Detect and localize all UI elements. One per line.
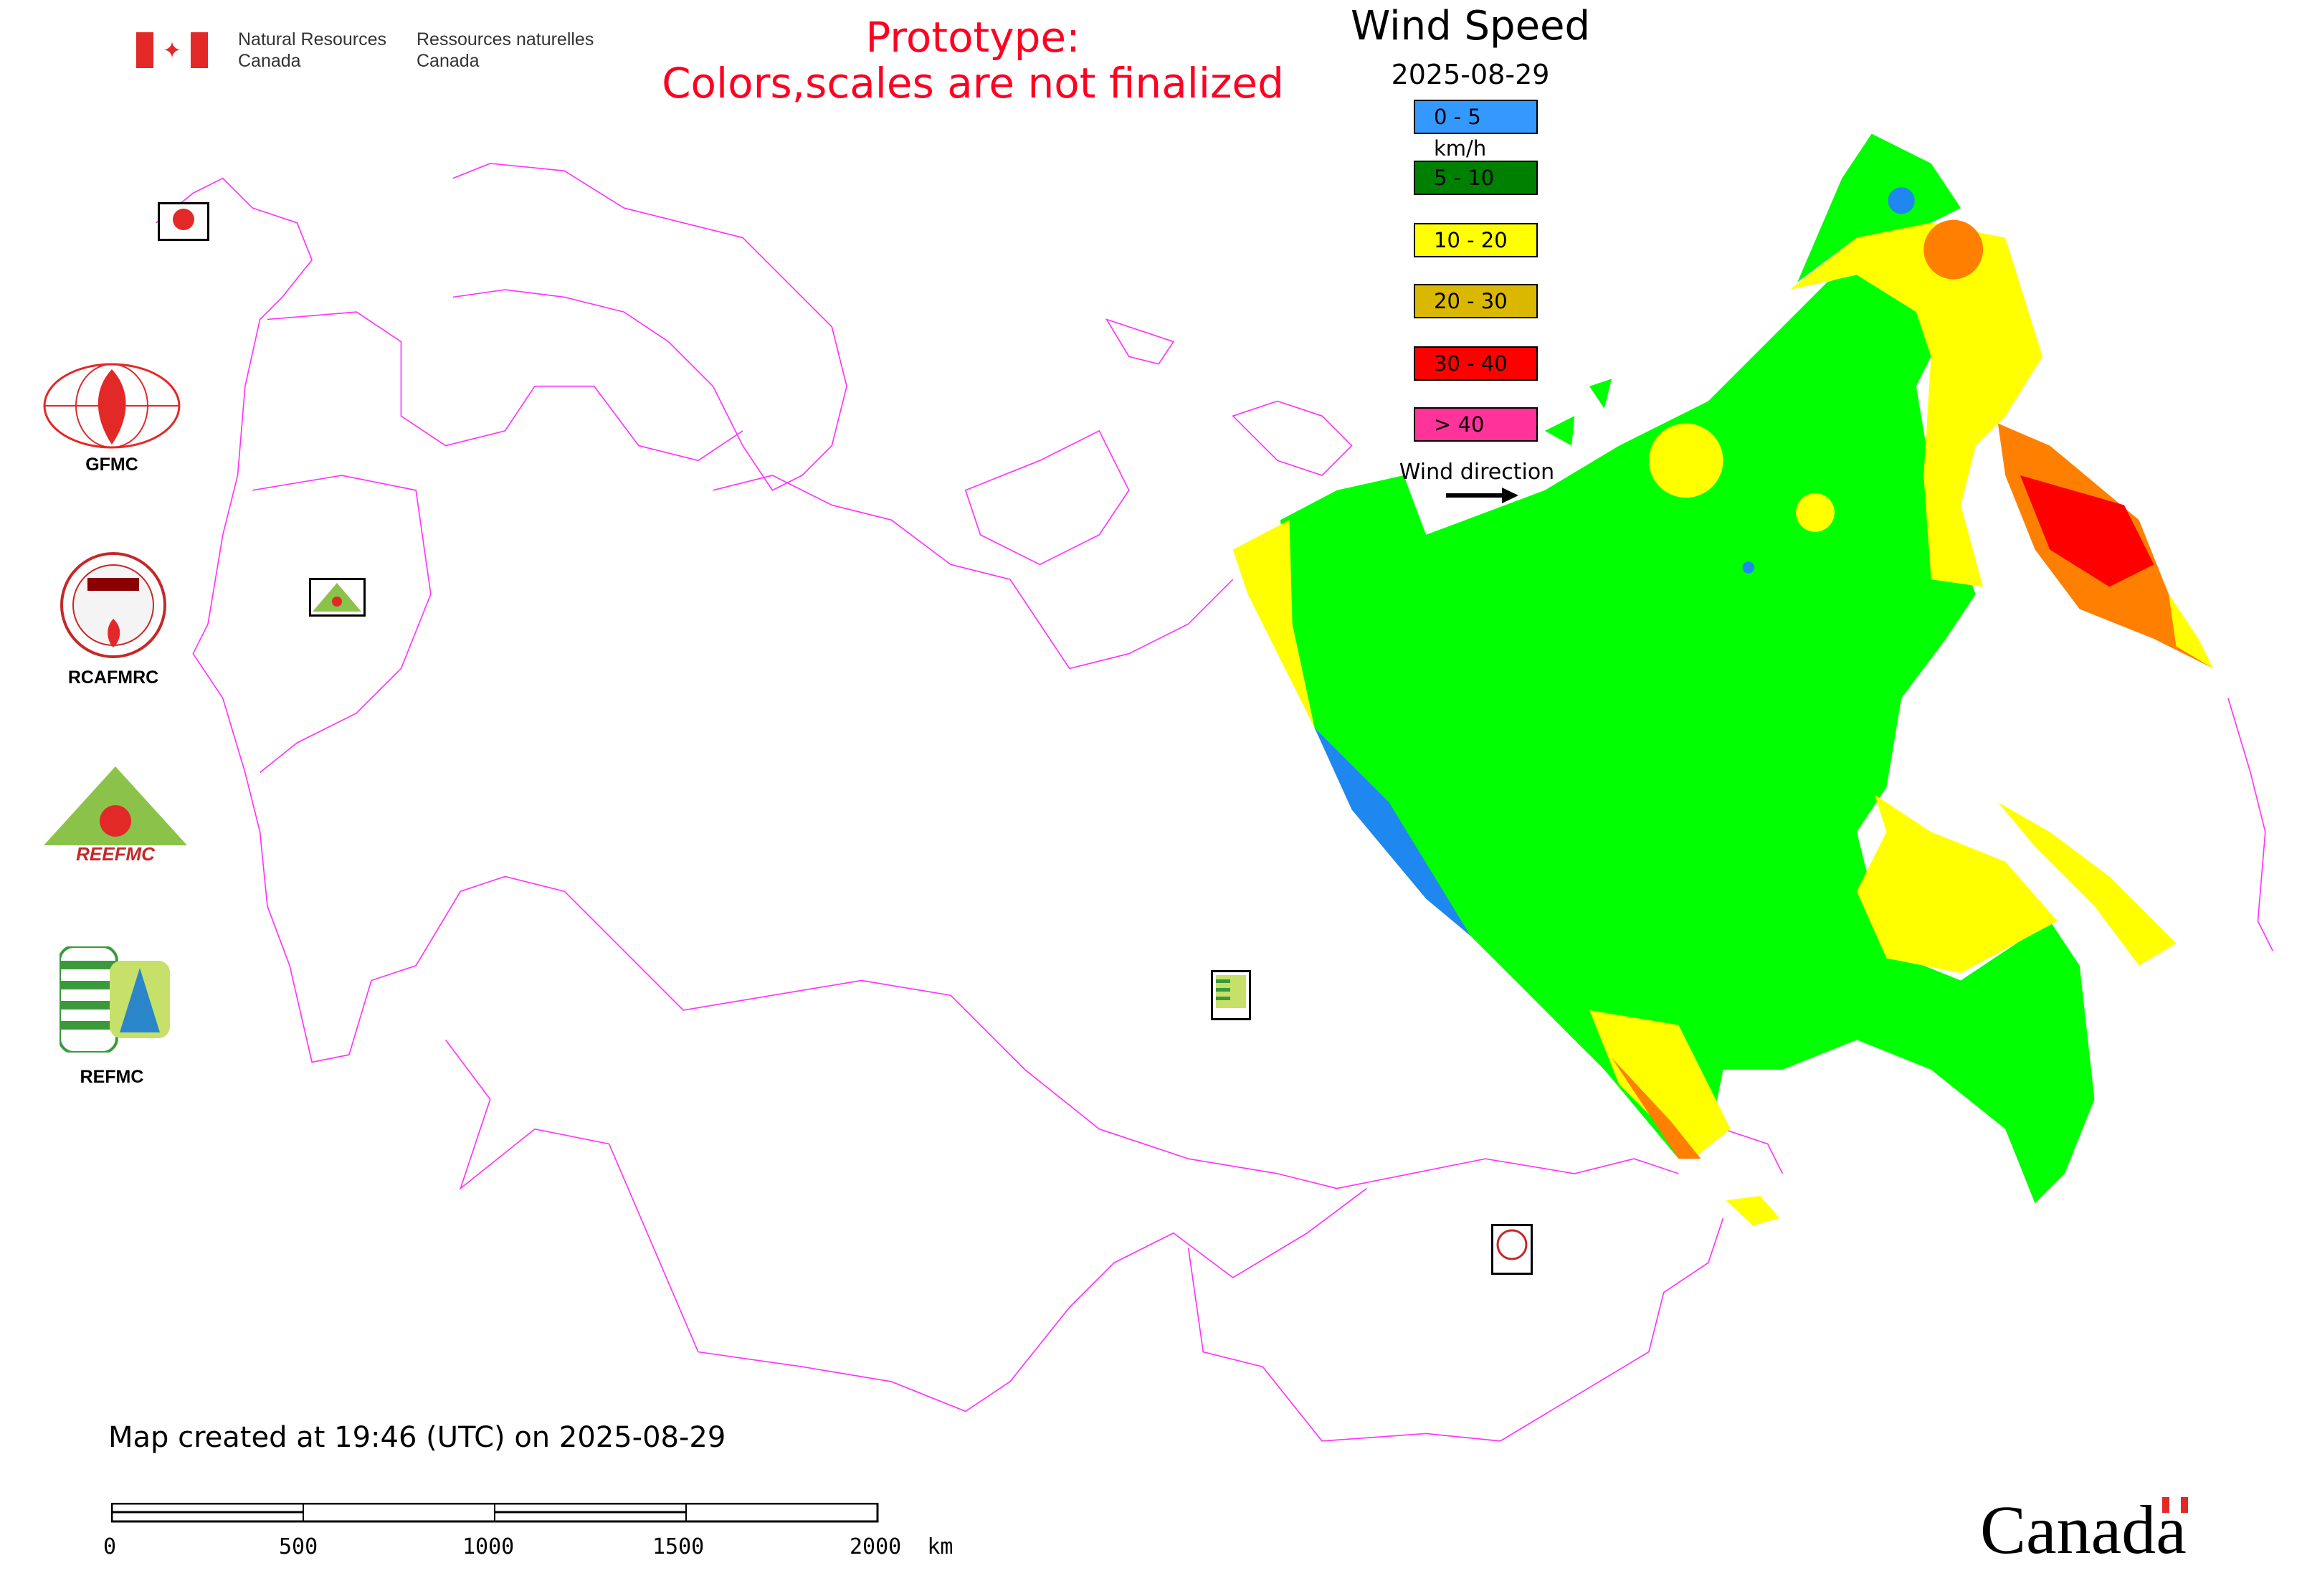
zone-10-20 [1796,493,1835,532]
scale-label-0: 0 [103,1534,117,1559]
zone-5-10 [1280,267,2095,1204]
legend-title: Wind Speed [1350,3,1591,49]
legend-item-20-30: 20 - 30 [1414,284,1538,318]
zone-10-20 [1916,237,2042,587]
gfmc-location-marker[interactable] [158,202,209,241]
agency-name-en: Natural Resources Canada [238,29,386,72]
scale-bar [110,1502,879,1523]
zone-0-5 [1314,728,1471,936]
legend-item-10-20: 10 - 20 [1414,223,1538,257]
legend-date: 2025-08-29 [1391,59,1550,90]
zone-20-30 [1923,219,1984,280]
rcafmrc-location-marker[interactable] [1491,1224,1533,1275]
nrcan-flag: ✦ [136,32,208,68]
zone-30-40 [2020,475,2154,587]
zone-5-10 [1544,379,1612,446]
reefmc-logo [44,766,187,845]
rcafmrc-label: RCAFMRC [67,668,159,688]
reefmc-label: REEFMC [76,843,155,865]
agency-en-line1: Natural Resources [238,29,387,49]
legend-item-0-5: 0 - 5 km/h [1414,100,1538,161]
zone-10-20 [1589,1010,1731,1159]
agency-fr-line1: Ressources naturelles [417,29,594,49]
zone-10-20 [1857,794,2058,974]
zone-10-20 [1232,520,1315,728]
refmc-logo [60,946,170,1053]
wind-zones [1232,133,2214,1226]
wordmark-flag-icon [2161,1497,2188,1513]
zone-10-20 [2169,594,2214,669]
refmc-location-marker[interactable] [1211,970,1251,1020]
canada-wordmark-text: Canada [1980,1491,2187,1568]
agency-en-line2: Canada [238,51,301,71]
zone-0-5 [1742,561,1755,574]
scale-label-2000: 2000 km [850,1534,953,1559]
zone-10-20 [1726,1195,1780,1226]
zone-10-20 [1997,802,2177,966]
zone-0-5 [1888,187,1915,214]
legend-item-30-40: 30 - 40 [1414,346,1538,381]
zone-10-20 [1648,423,1723,498]
rcafmrc-logo [60,552,166,658]
scale-label-1500: 1500 [652,1534,705,1559]
agency-fr-line2: Canada [417,51,480,71]
prototype-notice-line1: Prototype: [865,13,1080,62]
canada-wordmark: Canada [1980,1490,2188,1569]
wind-direction-label: Wind direction [1399,460,1555,485]
agency-name-fr: Ressources naturelles Canada [417,29,594,72]
scale-label-1000: 1000 [462,1534,515,1559]
maple-leaf-icon: ✦ [162,37,182,64]
reefmc-location-marker[interactable] [309,578,366,617]
scale-label-500: 500 [279,1534,318,1559]
zone-20-30 [1612,1058,1701,1159]
refmc-label: REFMC [80,1067,144,1087]
legend-item-5-10: 5 - 10 [1414,161,1538,195]
zone-5-10 [1797,133,1961,282]
wind-direction-arrow-icon [1446,488,1518,503]
gfmc-label: GFMC [85,455,138,475]
gfmc-logo [43,363,181,449]
legend-item-over-40: > 40 [1414,407,1538,442]
prototype-notice-line2: Colors,scales are not finalized [662,59,1284,108]
map-created-timestamp: Map created at 19:46 (UTC) on 2025-08-29 [108,1421,726,1454]
